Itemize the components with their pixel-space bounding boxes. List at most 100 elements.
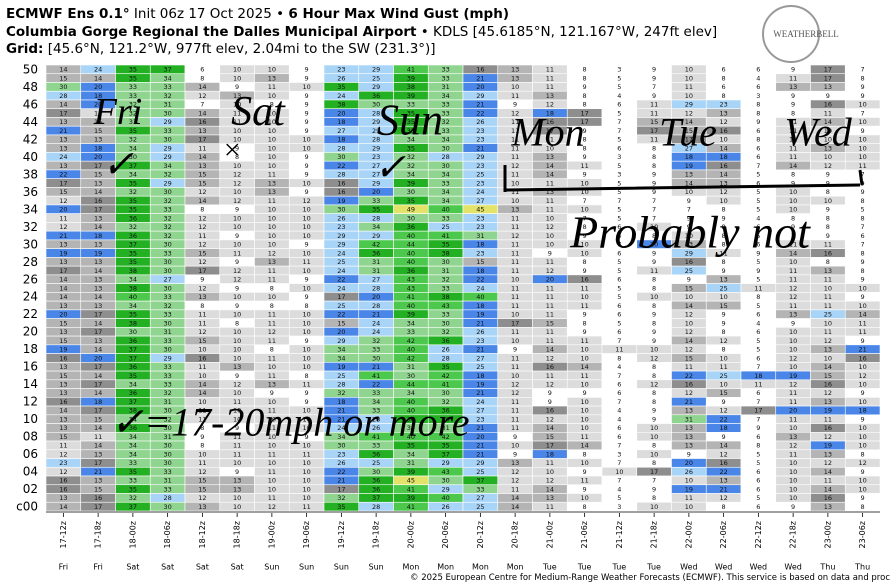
cell-value: 7 [617, 337, 621, 345]
cell-value: 15 [94, 171, 102, 179]
cell-value: 9 [652, 74, 656, 82]
cell-value: 25 [476, 171, 484, 179]
cell-value: 20 [476, 83, 484, 91]
cell-value: 10 [685, 74, 693, 82]
cell-value: 10 [719, 136, 727, 144]
cell-value: 14 [59, 276, 67, 284]
cell-value: 29 [163, 354, 171, 362]
cell-value: 8 [583, 503, 587, 511]
cell-value: 8 [722, 503, 726, 511]
cell-value: 11 [754, 284, 762, 292]
cell-value: 12 [511, 232, 519, 240]
cell-value: 9 [652, 249, 656, 257]
cell-value: 9 [270, 389, 274, 397]
cell-value: 30 [441, 319, 449, 327]
cell-value: 8 [652, 302, 656, 310]
cell-value: 13 [685, 241, 693, 249]
cell-value: 19 [94, 249, 102, 257]
cell-value: 32 [163, 92, 171, 100]
cell-value: 29 [372, 144, 380, 152]
cell-value: 14 [59, 66, 67, 74]
handwritten-note: ✓=17-20mph or more [110, 400, 469, 445]
cell-value: 16 [546, 407, 554, 415]
cell-value: 8 [826, 223, 830, 231]
cell-value: 10 [268, 109, 276, 117]
cell-value: 11 [546, 372, 554, 380]
cell-value: 6 [756, 311, 760, 319]
cell-value: 13 [824, 398, 832, 406]
cell-value: 10 [302, 494, 310, 502]
cell-value: 33 [163, 468, 171, 476]
cell-value: 41 [441, 380, 449, 388]
cell-value: 10 [580, 188, 588, 196]
title: ECMWF Ens 0.1° [6, 6, 130, 22]
cell-value: 9 [791, 319, 795, 327]
cell-value: 12 [824, 389, 832, 397]
cell-value: 13 [789, 83, 797, 91]
cell-value: 12 [511, 162, 519, 170]
cell-value: 31 [372, 267, 380, 275]
cell-value: 16 [685, 258, 693, 266]
cell-value: 6 [756, 328, 760, 336]
cell-value: 29 [372, 127, 380, 135]
cell-value: 12 [685, 109, 693, 117]
cell-value: 9 [861, 83, 865, 91]
cell-value: 13 [824, 450, 832, 458]
cell-value: 10 [650, 433, 658, 441]
day-label: Sun [369, 563, 384, 572]
cell-value: 14 [546, 485, 554, 493]
cell-value: 9 [305, 389, 309, 397]
cell-value: 10 [546, 468, 554, 476]
cell-value: 39 [407, 468, 415, 476]
cell-value: 34 [441, 197, 449, 205]
cell-value: 9 [826, 179, 830, 187]
cell-value: 35 [372, 206, 380, 214]
cell-value: 14 [824, 468, 832, 476]
cell-value: 4 [617, 363, 621, 371]
cell-value: 4 [617, 485, 621, 493]
cell-value: 12 [719, 407, 727, 415]
cell-value: 24 [337, 92, 345, 100]
cell-value: 9 [791, 503, 795, 511]
cell-value: 10 [789, 258, 797, 266]
cell-value: 17 [824, 74, 832, 82]
cell-value: 9 [305, 293, 309, 301]
cell-value: 31 [441, 83, 449, 91]
cell-value: 13 [94, 276, 102, 284]
day-label: Sat [126, 563, 139, 572]
cell-value: 10 [685, 293, 693, 301]
cell-value: 14 [580, 442, 588, 450]
cell-value: 21 [476, 424, 484, 432]
cell-value: 9 [861, 468, 865, 476]
cell-value: 24 [372, 328, 380, 336]
cell-value: 20 [337, 328, 345, 336]
cell-value: 11 [546, 197, 554, 205]
cell-value: 10 [580, 249, 588, 257]
cell-value: 10 [858, 284, 866, 292]
cell-value: 3 [617, 153, 621, 161]
cell-value: 10 [824, 136, 832, 144]
cell-value: 9 [305, 74, 309, 82]
cell-value: 29 [163, 153, 171, 161]
cell-value: 17 [546, 127, 554, 135]
x-tick-label: 21-06z [580, 521, 589, 548]
x-tick-label: 22-12z [754, 521, 763, 548]
cell-value: 10 [302, 485, 310, 493]
cell-value: 7 [652, 477, 656, 485]
cell-value: 8 [200, 302, 204, 310]
cell-value: 8 [791, 171, 795, 179]
cell-value: 11 [511, 249, 519, 257]
cell-value: 13 [59, 136, 67, 144]
cell-value: 5 [617, 258, 621, 266]
y-tick-label: 46 [23, 97, 38, 111]
cell-value: 15 [59, 372, 67, 380]
cell-value: 13 [789, 311, 797, 319]
cell-value: 10 [858, 101, 866, 109]
cell-value: 12 [59, 197, 67, 205]
cell-value: 12 [824, 459, 832, 467]
x-tick-label: 19-18z [372, 521, 381, 548]
cell-value: 10 [268, 293, 276, 301]
cell-value: 10 [302, 249, 310, 257]
cell-value: 18 [337, 118, 345, 126]
cell-value: 12 [719, 494, 727, 502]
